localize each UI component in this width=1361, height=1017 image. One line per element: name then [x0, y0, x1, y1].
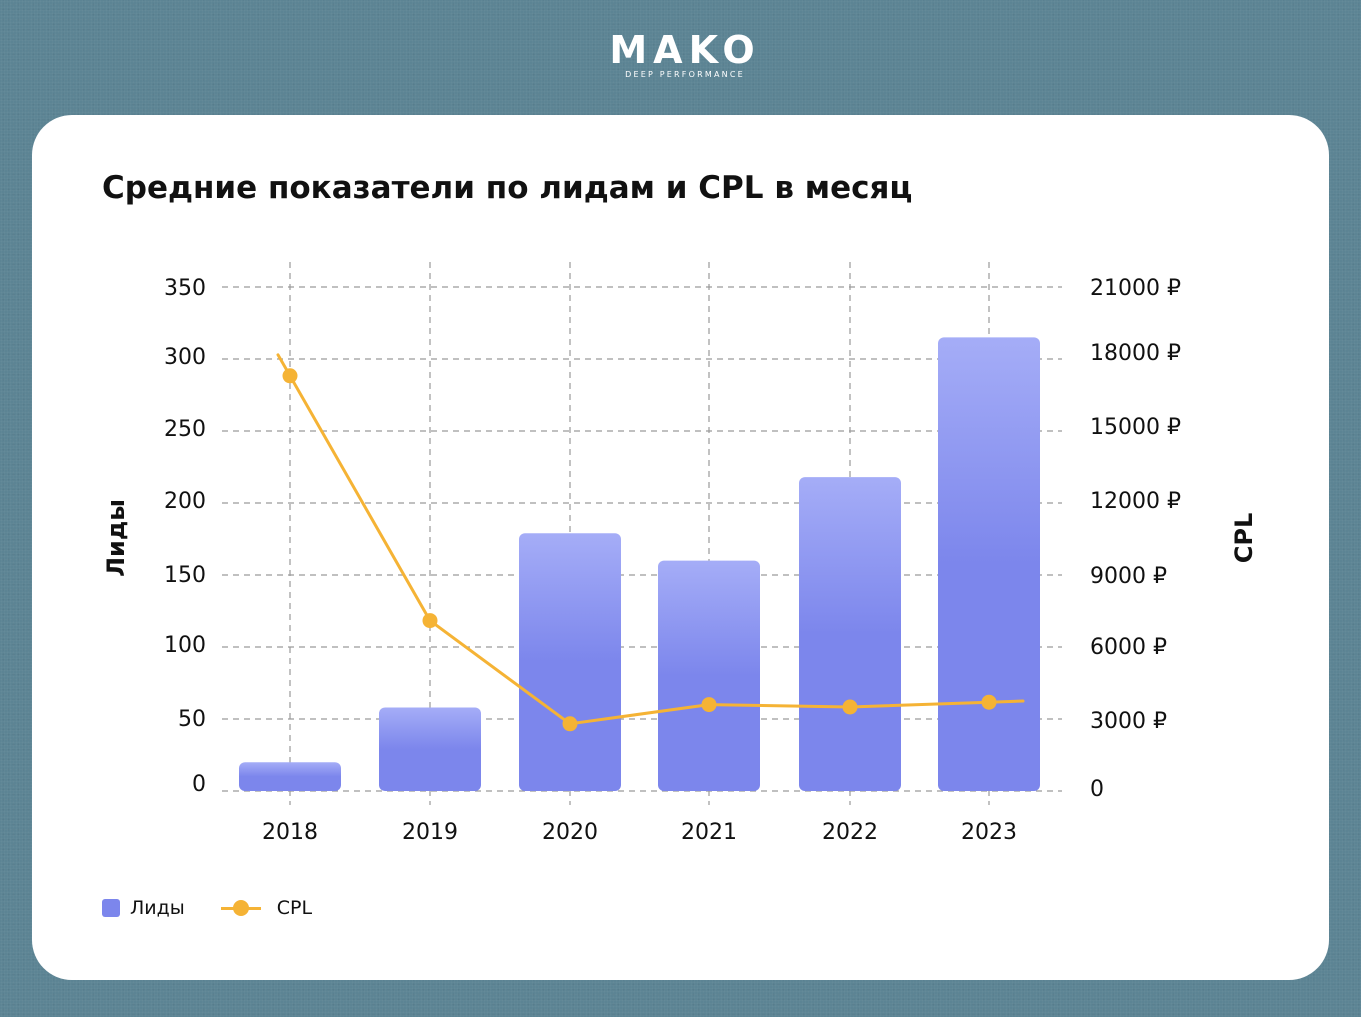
- line-series: [276, 353, 1025, 732]
- y-left-tick-label: 250: [164, 417, 206, 442]
- cpl-point-2020: [562, 716, 578, 732]
- y-right-tick-label: 0: [1090, 777, 1104, 802]
- axis-labels: 0 50 100 150 200 250 300 350 0 3000 ₽ 6000 ₽ 9000 ₽…: [102, 276, 1258, 845]
- legend-item-leads: Лиды: [102, 897, 185, 919]
- legend-label-cpl: CPL: [276, 897, 313, 919]
- chart-card: [32, 115, 1329, 980]
- y-right-tick-label: 12000 ₽: [1090, 489, 1181, 514]
- y-right-tick-label: 15000 ₽: [1090, 415, 1181, 440]
- bar-leads-2019: [379, 707, 481, 791]
- y-right-tick-label: 18000 ₽: [1090, 341, 1181, 366]
- grid-lines: [222, 262, 1062, 805]
- y-left-tick-label: 100: [164, 633, 206, 658]
- x-tick-label: 2023: [961, 820, 1017, 845]
- y-right-axis-title: CPL: [1230, 513, 1258, 564]
- bar-series: [239, 337, 1040, 791]
- x-tick-label: 2020: [542, 820, 598, 845]
- x-tick-label: 2018: [262, 820, 318, 845]
- bar-leads-2023: [938, 337, 1040, 791]
- legend-line-swatch: [220, 899, 261, 917]
- cpl-line: [276, 353, 1025, 726]
- y-left-tick-label: 300: [164, 345, 206, 370]
- cpl-point-2019: [422, 613, 438, 629]
- cpl-point-2021: [701, 697, 717, 713]
- legend-label-leads: Лиды: [130, 897, 185, 919]
- y-left-tick-label: 200: [164, 489, 206, 514]
- bar-leads-2018: [239, 762, 341, 791]
- legend-item-cpl: CPL: [220, 897, 313, 919]
- legend: Лиды CPL: [102, 897, 348, 919]
- y-left-tick-label: 350: [164, 276, 206, 301]
- brand-logo: MAKO DEEP PERFORMANCE: [560, 30, 810, 79]
- bar-leads-2022: [799, 477, 901, 791]
- chart-title: Средние показатели по лидам и CPL в меся…: [102, 170, 913, 206]
- brand-tagline: DEEP PERFORMANCE: [625, 70, 745, 79]
- y-right-tick-label: 21000 ₽: [1090, 276, 1181, 301]
- x-tick-label: 2021: [681, 820, 737, 845]
- cpl-point-2023: [981, 694, 997, 710]
- x-tick-label: 2022: [822, 820, 878, 845]
- y-left-tick-label: 50: [178, 707, 206, 732]
- cpl-point-2022: [842, 699, 858, 715]
- y-right-tick-label: 9000 ₽: [1090, 564, 1167, 589]
- y-left-tick-label: 150: [164, 563, 206, 588]
- y-right-tick-label: 6000 ₽: [1090, 635, 1167, 660]
- brand-name: MAKO: [609, 28, 761, 72]
- x-tick-label: 2019: [402, 820, 458, 845]
- y-right-tick-label: 3000 ₽: [1090, 709, 1167, 734]
- y-left-tick-label: 0: [192, 772, 206, 797]
- legend-bar-swatch: [102, 899, 120, 917]
- bar-leads-2021: [658, 560, 760, 791]
- cpl-point-2018: [282, 368, 298, 384]
- y-left-axis-title: Лиды: [102, 499, 130, 577]
- bar-leads-2020: [519, 533, 621, 791]
